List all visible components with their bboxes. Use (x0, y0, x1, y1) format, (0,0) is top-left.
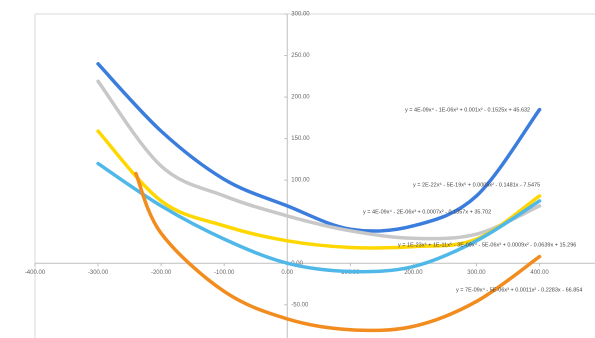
trend-line (96, 161, 542, 274)
y-tick-label: 250.00 (291, 53, 310, 59)
x-tick-label: -300.00 (88, 270, 109, 276)
y-tick-label: 150.00 (291, 136, 310, 142)
x-tick-label: -200.00 (151, 270, 172, 276)
trend-line (96, 62, 542, 233)
trend-line (96, 79, 542, 241)
x-tick-label: 300.00 (467, 270, 486, 276)
y-tick-label: -50.00 (291, 302, 309, 308)
y-tick-label: 100.00 (291, 178, 310, 184)
trend-line (134, 171, 542, 333)
x-tick-label: -100.00 (214, 270, 235, 276)
x-tick-label: 0.00 (281, 270, 293, 276)
x-tick-label: 200.00 (404, 270, 423, 276)
y-tick-label: 0.00 (291, 261, 303, 267)
trendline-equation: y = 4E-09x⁴ - 2E-06x³ + 0.0007x² - 0.135… (363, 208, 491, 215)
x-tick-label: 400.00 (530, 270, 549, 276)
y-tick-label: 200.00 (291, 95, 310, 101)
y-tick-label: 300.00 (291, 12, 310, 18)
trendline-equation: y = 4E-09x⁴ - 1E-06x³ + 0.001x² - 0.1525… (405, 106, 530, 113)
trend-line (96, 129, 542, 250)
trendline-equation: y = 7E-09x⁴ - 5E-06x³ + 0.0011x² - 0.228… (456, 286, 582, 293)
trendline-equation: y = 2E-22x⁶ - 5E-19x⁵ + 0.0005x² - 0.148… (413, 181, 540, 188)
trendline-equation: y = 1E-23x⁶ + 1E-11x⁵ - 3E-09x⁴ - 5E-06x… (398, 241, 576, 248)
x-tick-label: -400.00 (25, 270, 46, 276)
